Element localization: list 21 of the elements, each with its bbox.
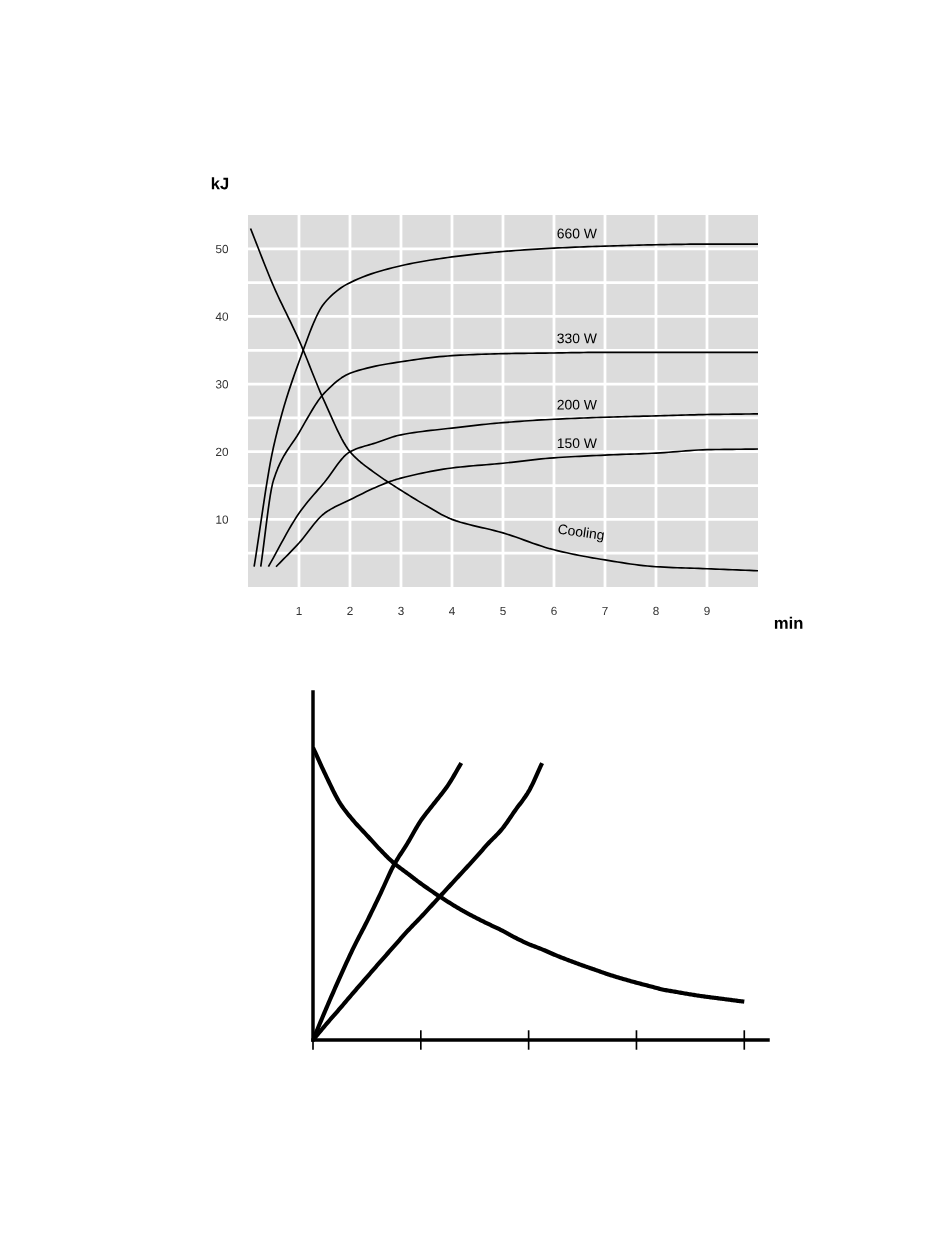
series-label: 660 W — [557, 228, 597, 239]
series-label: 200 W — [557, 399, 597, 410]
series-label: 330 W — [557, 333, 597, 344]
x-tick-label: 8 — [653, 606, 659, 616]
y-tick-label: 50 — [215, 244, 229, 254]
x-tick-label: 7 — [602, 606, 608, 615]
x-axis-title: min — [774, 616, 803, 629]
y-tick-label: 10 — [216, 515, 229, 524]
text: Cooling — [557, 523, 605, 543]
x-tick-label: 4 — [448, 606, 455, 615]
x-tick-label: 3 — [398, 606, 404, 616]
x-tick-label: 1 — [296, 606, 302, 615]
y-axis-title: kJ — [211, 177, 229, 190]
y-tick-label: 30 — [215, 380, 229, 389]
x-tick-label: 6 — [551, 606, 557, 616]
x-tick-label: 9 — [704, 606, 710, 616]
x-tick-label: 5 — [500, 606, 506, 616]
x-tick-label: 2 — [347, 606, 353, 615]
y-tick-label: 20 — [216, 447, 229, 457]
series-label: 150 W — [557, 438, 597, 449]
y-tick-label: 40 — [215, 312, 229, 321]
